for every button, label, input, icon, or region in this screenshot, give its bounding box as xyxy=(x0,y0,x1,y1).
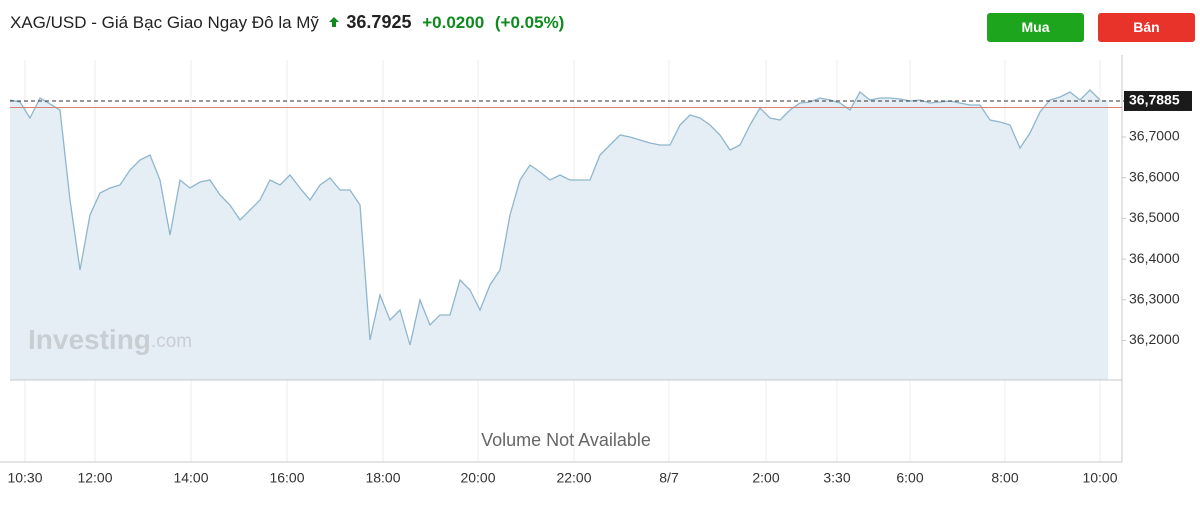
x-tick-label: 10:30 xyxy=(7,470,42,486)
x-tick-label: 6:00 xyxy=(896,470,923,486)
watermark: Investing.com xyxy=(28,324,192,355)
volume-note: Volume Not Available xyxy=(481,430,651,450)
y-tick-label: 36,7000 xyxy=(1129,128,1180,144)
area-fill xyxy=(10,89,1108,380)
x-tick-label: 18:00 xyxy=(365,470,400,486)
watermark-suffix: .com xyxy=(151,331,192,352)
x-tick-label: 8/7 xyxy=(659,470,679,486)
change-pct: (+0.05%) xyxy=(494,13,565,32)
buy-button[interactable]: Mua xyxy=(987,13,1084,42)
y-tick-label: 36,6000 xyxy=(1129,168,1180,184)
last-price-box xyxy=(1124,90,1192,111)
header: XAG/USD - Giá Bạc Giao Ngay Đô la Mỹ 36.… xyxy=(10,12,564,33)
x-tick-label: 3:30 xyxy=(823,470,850,486)
x-tick-label: 22:00 xyxy=(556,470,591,486)
x-tick-label: 2:00 xyxy=(752,470,779,486)
sell-button[interactable]: Bán xyxy=(1098,13,1195,42)
x-tick-label: 16:00 xyxy=(269,470,304,486)
x-tick-label: 8:00 xyxy=(991,470,1018,486)
y-tick-label: 36,4000 xyxy=(1129,250,1180,266)
last-price-label: 36,7885 xyxy=(1129,92,1180,108)
change: +0.0200 xyxy=(422,13,485,32)
y-tick-label: 36,5000 xyxy=(1129,209,1180,225)
up-arrow xyxy=(328,17,339,27)
price: 36.7925 xyxy=(346,12,412,32)
x-tick-label: 12:00 xyxy=(77,470,112,486)
price-line xyxy=(9,89,1101,346)
y-tick-label: 36,2000 xyxy=(1129,331,1180,347)
title: XAG/USD - Giá Bạc Giao Ngay Đô la Mỹ xyxy=(10,13,319,32)
y-tick-label: 36,3000 xyxy=(1129,290,1180,306)
x-tick-label: 20:00 xyxy=(460,470,495,486)
plot: 10:30 12:00 14:00 16:00 18:00 20:00 22:00 8/7 2:… xyxy=(0,55,1192,486)
x-tick-label: 10:00 xyxy=(1082,470,1117,486)
watermark-name: Investing xyxy=(28,324,151,355)
x-tick-label: 14:00 xyxy=(173,470,208,486)
